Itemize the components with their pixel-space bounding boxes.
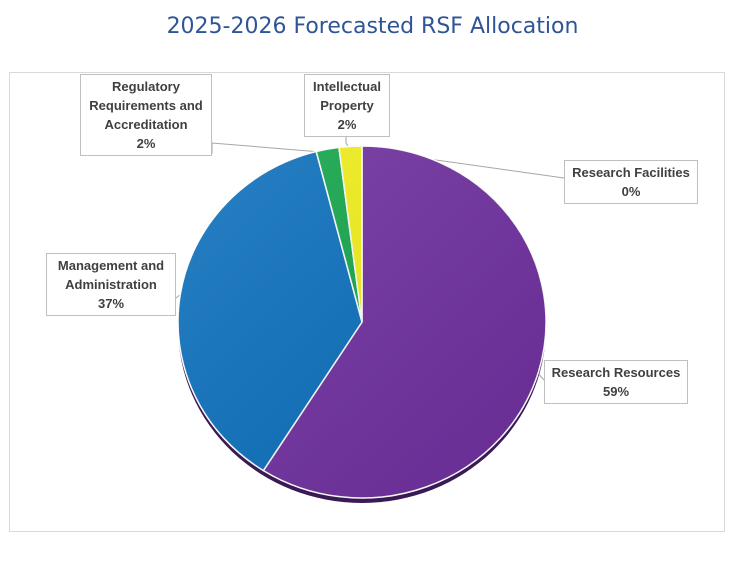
data-label-research-resources: Research Resources 59% bbox=[544, 360, 688, 404]
data-label-value: 2% bbox=[136, 136, 156, 151]
data-label-value: 37% bbox=[97, 296, 125, 311]
pie-slices bbox=[177, 145, 547, 499]
data-label-management-and-administration: Management and Administration 37% bbox=[46, 253, 176, 316]
data-label-name: Research Facilities bbox=[572, 165, 690, 180]
data-label-regulatory-requirements: Regulatory Requirements and Accreditatio… bbox=[80, 74, 212, 156]
data-label-name: Management and Administration bbox=[57, 258, 165, 292]
data-label-name: Intellectual Property bbox=[313, 79, 381, 113]
chart-area bbox=[9, 72, 725, 532]
data-label-name: Regulatory Requirements and Accreditatio… bbox=[89, 79, 203, 132]
data-label-value: 59% bbox=[602, 384, 630, 399]
data-label-intellectual-property: Intellectual Property 2% bbox=[304, 74, 390, 137]
data-label-name: Research Resources bbox=[551, 365, 681, 380]
chart-title: 2025-2026 Forecasted RSF Allocation bbox=[166, 14, 579, 39]
data-label-value: 0% bbox=[621, 184, 641, 199]
data-label-value: 2% bbox=[337, 117, 357, 132]
data-label-research-facilities: Research Facilities 0% bbox=[564, 160, 698, 204]
